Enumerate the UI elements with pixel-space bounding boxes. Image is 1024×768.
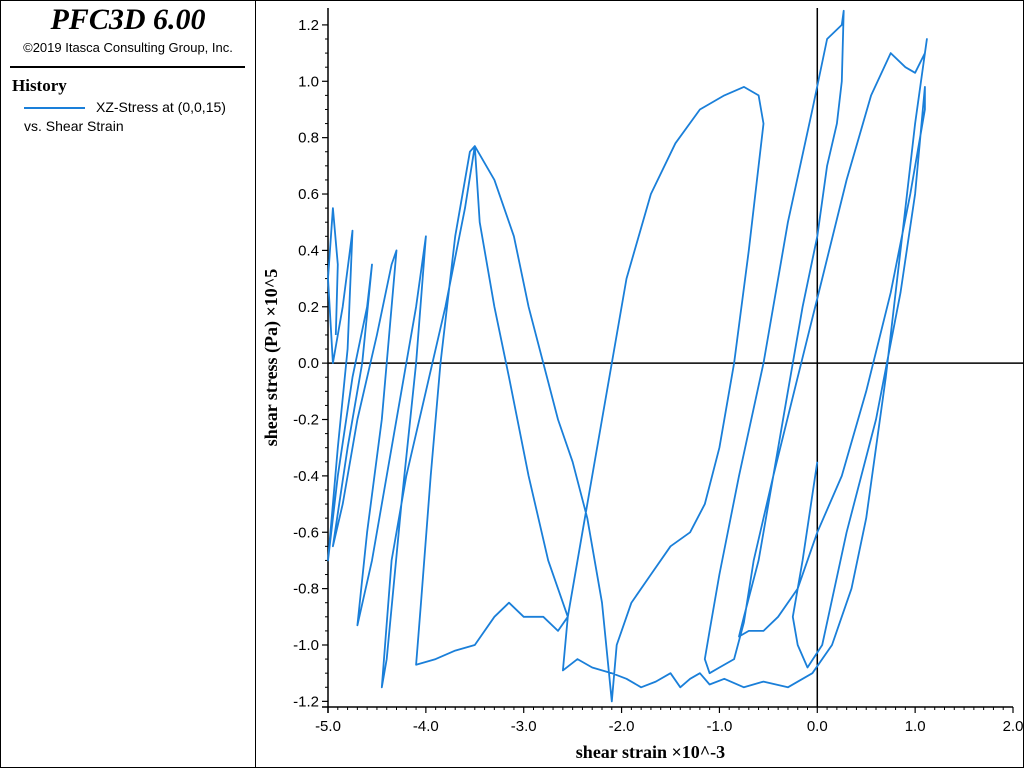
y-tick-label: 0.4: [298, 242, 319, 259]
series-line-xz-stress: [327, 9, 928, 703]
y-tick-label: 0.0: [298, 355, 319, 372]
y-tick-label: -0.2: [293, 412, 319, 429]
y-tick-label: 1.0: [298, 73, 319, 90]
y-tick-label: 0.8: [298, 130, 319, 147]
x-axis-title: shear strain ×10^-3: [576, 742, 725, 762]
x-tick-label: -3.0: [511, 718, 537, 735]
legend-panel: PFC3D 6.00 ©2019 Itasca Consulting Group…: [0, 0, 256, 767]
x-tick-label: 2.0: [1003, 718, 1023, 735]
legend-series-label-continued: vs. Shear Strain: [24, 118, 124, 134]
divider: [10, 66, 245, 68]
y-axis-ticks: -1.2 -1.0 -0.8 -0.6 -0.4 -0.2 0.0 0.2 0.4 0.6 0.8 1…: [293, 17, 328, 710]
x-axis-ticks: -5.0 -4.0 -3.0 -2.0 -1.0 0.0 1.0 2.0: [315, 707, 1023, 735]
y-tick-label: -0.4: [293, 468, 319, 485]
legend-heading: History: [12, 76, 67, 95]
y-tick-label: 1.2: [298, 17, 319, 34]
y-tick-label: -0.6: [293, 524, 319, 541]
x-tick-label: 0.0: [807, 718, 828, 735]
y-tick-label: 0.6: [298, 186, 319, 203]
x-tick-label: -5.0: [315, 718, 341, 735]
y-axis-title: shear stress (Pa) ×10^5: [261, 269, 282, 447]
x-tick-label: -4.0: [413, 718, 439, 735]
app-title: PFC3D 6.00: [50, 3, 206, 36]
y-tick-label: -0.8: [293, 581, 319, 598]
legend-series-swatch: [24, 107, 85, 109]
x-tick-label: -1.0: [706, 718, 732, 735]
legend-series-label: XZ-Stress at (0,0,15): [96, 99, 226, 115]
history-chart: -1.2 -1.0 -0.8 -0.6 -0.4 -0.2 0.0 0.2 0.4 0.6 0.8 1…: [261, 8, 1023, 762]
y-tick-label: 0.2: [298, 299, 319, 316]
y-tick-label: -1.2: [293, 693, 319, 710]
y-tick-label: -1.0: [293, 637, 319, 654]
x-tick-label: -2.0: [609, 718, 635, 735]
x-tick-label: 1.0: [905, 718, 926, 735]
copyright-text: ©2019 Itasca Consulting Group, Inc.: [23, 40, 233, 55]
